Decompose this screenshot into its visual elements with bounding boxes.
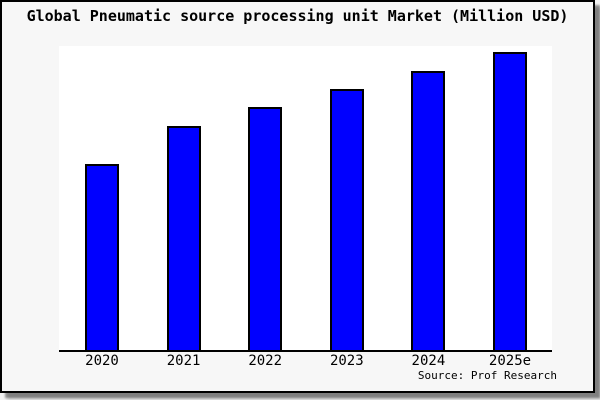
bar-2020 <box>85 164 119 350</box>
x-tick-label-2024: 2024 <box>411 353 446 369</box>
x-tick-label-2025e: 2025e <box>488 353 532 369</box>
x-tick-label-2022: 2022 <box>248 353 283 369</box>
bar-2023 <box>329 89 364 350</box>
x-tick-label-2023: 2023 <box>329 353 364 369</box>
chart-canvas: Global Pneumatic source processing unit … <box>0 0 595 393</box>
x-axis-line <box>59 350 552 352</box>
x-tick-label-2021: 2021 <box>166 353 201 369</box>
plot-area <box>59 46 552 350</box>
x-tick-label-2020: 2020 <box>85 353 119 369</box>
chart-title: Global Pneumatic source processing unit … <box>26 7 569 25</box>
bar-2021 <box>166 126 201 350</box>
source-note: Source: Prof Research <box>417 369 557 382</box>
bar-2025e <box>493 52 527 350</box>
bar-2022 <box>248 107 283 350</box>
bar-2024 <box>411 71 446 350</box>
